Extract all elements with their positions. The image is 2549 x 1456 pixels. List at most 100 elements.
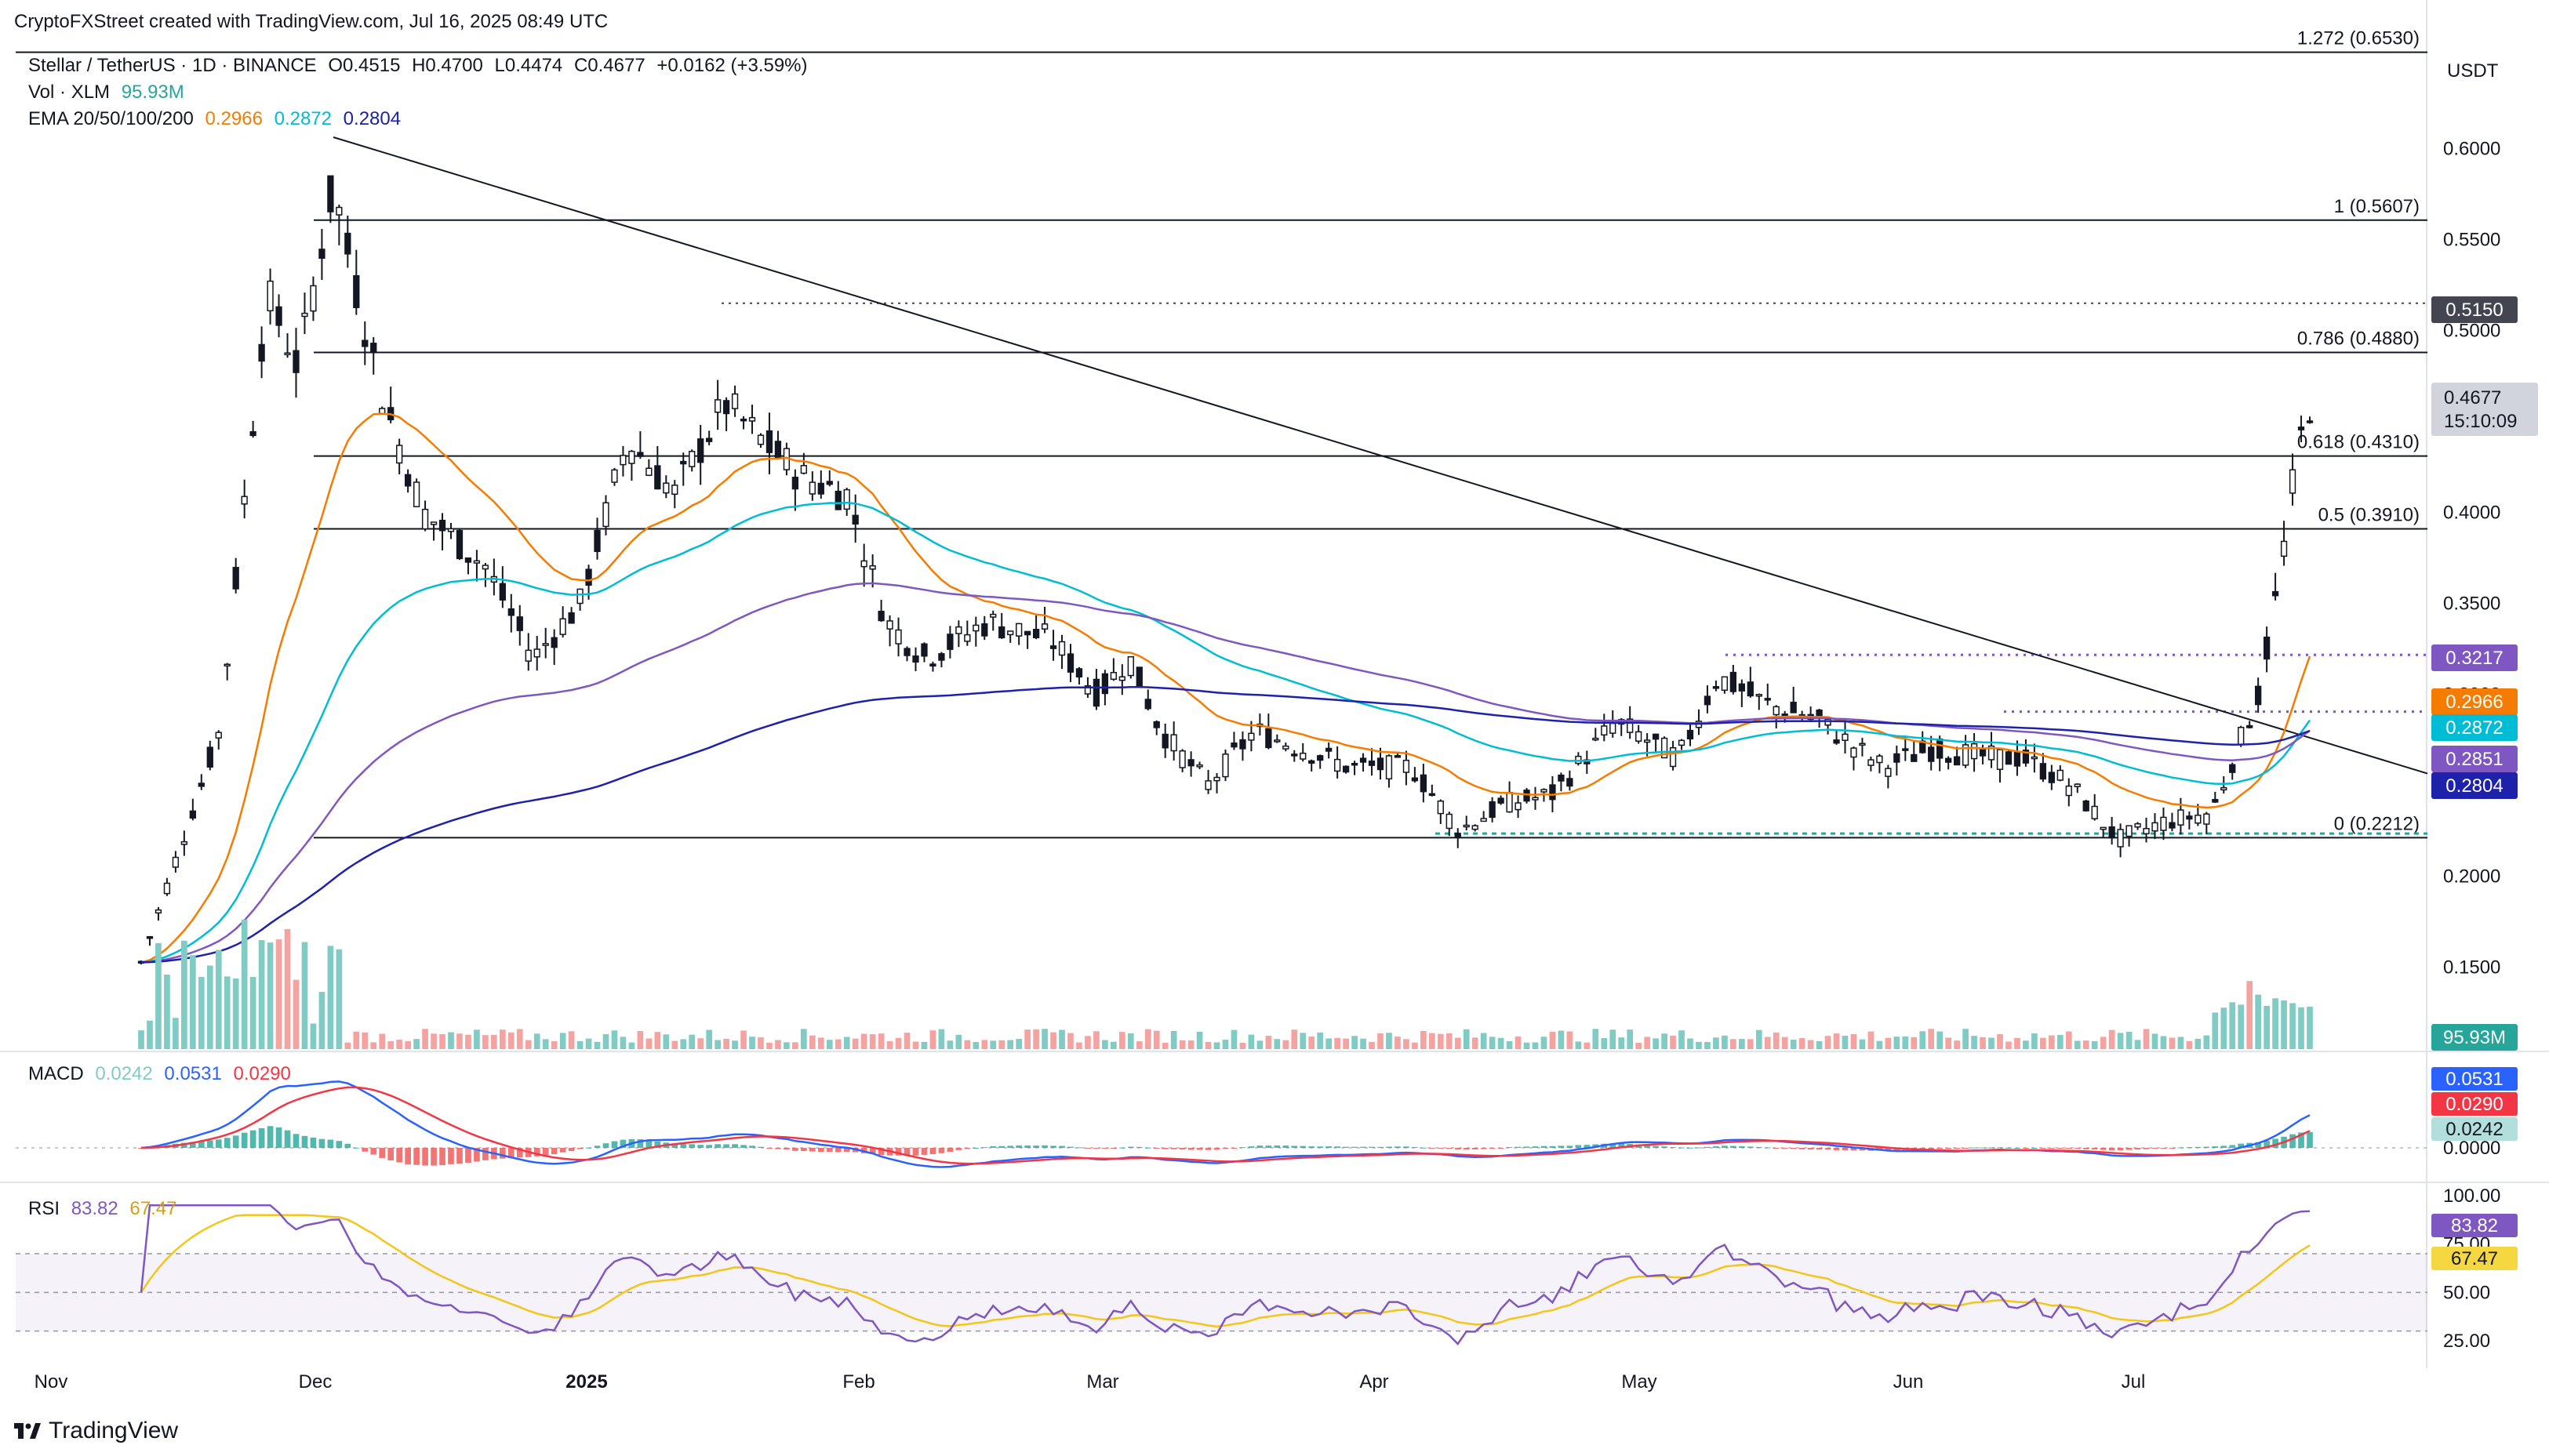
candle-body xyxy=(413,481,420,507)
volume-bar xyxy=(1239,1042,1246,1049)
macd-histogram-bar xyxy=(1050,1146,1056,1148)
candle-body xyxy=(2280,540,2288,557)
macd-histogram-bar xyxy=(456,1148,463,1164)
macd-histogram-bar xyxy=(1102,1148,1108,1149)
macd-legend[interactable]: MACD 0.0242 0.0531 0.0290 xyxy=(28,1063,297,1085)
macd-histogram-bar xyxy=(706,1145,713,1148)
candle-body xyxy=(293,350,300,373)
candle-body xyxy=(1953,756,1961,766)
candle-body xyxy=(1885,768,1892,777)
volume-bar xyxy=(973,1041,980,1049)
fibonacci-level-label: 0 (0.2212) xyxy=(2334,813,2420,834)
volume-bar xyxy=(1170,1030,1177,1049)
macd-histogram-bar xyxy=(904,1148,911,1156)
price-tag: 0.2872 xyxy=(2445,717,2503,739)
price-tag-bg xyxy=(2431,746,2518,772)
x-axis-tick: Mar xyxy=(1086,1371,1118,1392)
volume-bar xyxy=(2100,1037,2107,1049)
candle-body xyxy=(2169,822,2176,829)
volume-bar xyxy=(1050,1032,1056,1049)
volume-bar xyxy=(2281,1000,2287,1049)
volume-bar xyxy=(241,919,248,1049)
price-tag-bg xyxy=(2431,772,2518,799)
tradingview-brand[interactable]: TradingView xyxy=(14,1418,178,1444)
candle-body xyxy=(310,285,317,312)
volume-bar xyxy=(1016,1038,1023,1049)
volume-bar xyxy=(1042,1029,1048,1049)
x-axis-tick: Dec xyxy=(299,1371,333,1392)
candle-body xyxy=(1704,695,1711,706)
rsi-line xyxy=(140,1204,2311,1345)
macd-histogram-bar xyxy=(1816,1148,1823,1150)
macd-histogram-bar xyxy=(1386,1146,1392,1148)
macd-histogram-bar xyxy=(1609,1143,1616,1148)
symbol-legend[interactable]: Stellar / TetherUS · 1D · BINANCE O0.451… xyxy=(28,55,814,77)
macd-histogram-bar xyxy=(1274,1145,1281,1148)
candle-body xyxy=(973,624,980,632)
volume-bar xyxy=(2229,1002,2236,1049)
ema50-value: 0.2872 xyxy=(274,108,332,129)
macd-histogram-bar xyxy=(1445,1148,1453,1149)
macd-histogram-bar xyxy=(1850,1148,1857,1151)
macd-histogram-bar xyxy=(1919,1148,1926,1149)
volume-bar xyxy=(362,1032,369,1049)
volume-legend[interactable]: Vol · XLM 95.93M xyxy=(28,82,191,103)
macd-label: MACD xyxy=(28,1063,84,1084)
volume-bar xyxy=(740,1030,747,1049)
volume-bar xyxy=(981,1040,988,1049)
macd-histogram-bar xyxy=(1566,1146,1573,1148)
macd-histogram-bar xyxy=(1713,1146,1719,1148)
candle-body xyxy=(706,438,713,442)
candle-body xyxy=(2160,816,2167,831)
candle-body xyxy=(722,400,730,415)
candle-body xyxy=(301,312,308,318)
macd-histogram-bar xyxy=(2100,1148,2107,1150)
candle-body xyxy=(886,620,893,630)
volume-bar xyxy=(164,975,170,1049)
macd-histogram-bar xyxy=(2014,1147,2020,1149)
macd-line-value: 0.0531 xyxy=(164,1063,222,1084)
volume-bar xyxy=(1747,1039,1754,1049)
macd-histogram-bar xyxy=(2065,1148,2072,1149)
rsi-legend[interactable]: RSI 83.82 67.47 xyxy=(28,1198,183,1220)
candle-body xyxy=(869,565,876,570)
macd-histogram-bar xyxy=(206,1140,213,1148)
price-tag: 0.5150 xyxy=(2445,300,2503,321)
candle-body xyxy=(1300,752,1307,760)
candle-body xyxy=(1084,684,1092,695)
volume-bar xyxy=(1265,1036,1272,1049)
macd-histogram-bar xyxy=(1506,1147,1513,1149)
volume-bar xyxy=(801,1029,807,1049)
volume-bar xyxy=(1127,1033,1134,1049)
volume-bar xyxy=(551,1041,558,1049)
macd-histogram-bar xyxy=(689,1144,696,1148)
macd-histogram-bar xyxy=(396,1148,403,1163)
macd-histogram-bar xyxy=(310,1137,317,1148)
volume-bar xyxy=(1024,1029,1031,1049)
macd-histogram-bar xyxy=(1059,1146,1065,1148)
volume-bar xyxy=(2212,1012,2219,1049)
volume-tag-bg xyxy=(2431,1024,2518,1051)
volume-bar xyxy=(491,1035,497,1049)
volume-bar xyxy=(1670,1035,1676,1049)
ema-legend[interactable]: EMA 20/50/100/200 0.2966 0.2872 0.2804 xyxy=(28,108,407,130)
volume-bar xyxy=(1377,1033,1384,1049)
volume-bar xyxy=(2125,1031,2133,1049)
macd-histogram-bar xyxy=(792,1148,798,1151)
candle-body xyxy=(1962,744,1969,766)
macd-histogram-bar xyxy=(929,1148,936,1155)
candle-body xyxy=(1669,746,1677,768)
macd-histogram-bar xyxy=(1928,1148,1935,1149)
macd-histogram-bar xyxy=(998,1146,1005,1148)
candle-body xyxy=(172,856,180,868)
symbol-name[interactable]: Stellar / TetherUS · 1D · BINANCE xyxy=(28,55,317,76)
candle-body xyxy=(482,565,489,570)
macd-histogram-bar xyxy=(758,1146,764,1148)
macd-histogram-bar xyxy=(275,1127,282,1148)
macd-histogram-bar xyxy=(611,1141,618,1148)
macd-histogram-bar xyxy=(2272,1138,2278,1148)
macd-histogram-bar xyxy=(1231,1148,1238,1149)
candle-body xyxy=(800,465,808,474)
price-tag-bg xyxy=(2431,296,2518,323)
